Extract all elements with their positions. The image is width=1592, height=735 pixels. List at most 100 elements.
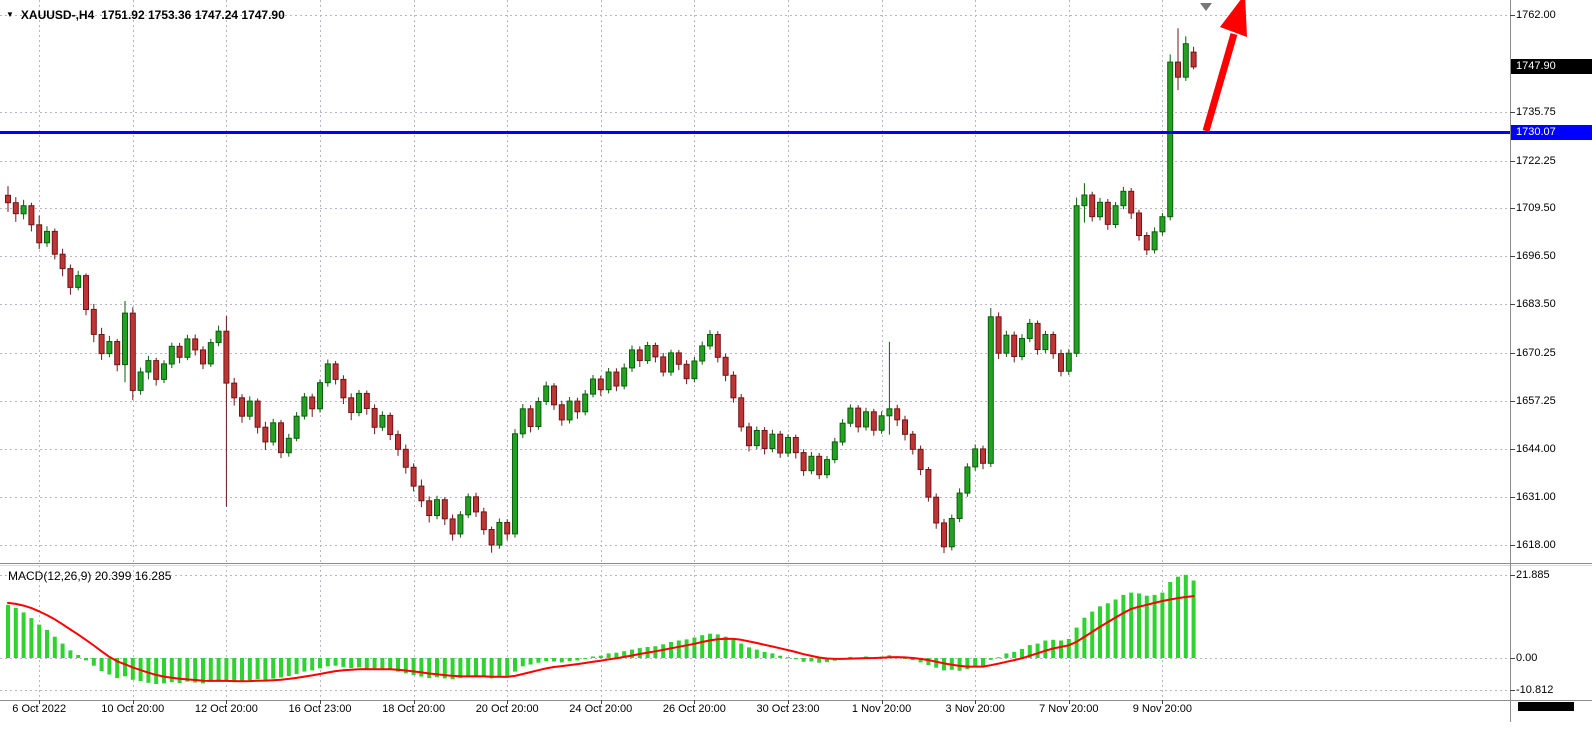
candle <box>831 437 838 464</box>
candle <box>730 371 737 403</box>
candle <box>886 341 893 435</box>
candle <box>1073 197 1080 357</box>
candle <box>309 393 316 417</box>
time-axis-label: 24 Oct 20:00 <box>569 703 633 715</box>
time-axis-label: 12 Oct 20:00 <box>194 703 258 715</box>
candle <box>582 390 589 416</box>
time-axis-label: 26 Oct 20:00 <box>662 703 726 715</box>
macd-axis-label: 21.885 <box>1516 568 1550 581</box>
candle <box>473 492 479 517</box>
candle <box>1050 331 1057 359</box>
candle <box>184 334 191 361</box>
candle <box>402 444 409 474</box>
candle <box>925 467 932 502</box>
trend-arrow[interactable] <box>1202 0 1247 132</box>
candle <box>441 497 448 526</box>
symbol-info: ▼ XAUUSD-,H4 1751.92 1753.36 1747.24 174… <box>6 8 285 22</box>
candle <box>1190 46 1197 70</box>
candle <box>691 356 698 383</box>
candle <box>379 411 386 431</box>
candle <box>785 434 791 457</box>
candle <box>590 375 596 398</box>
candle <box>1159 213 1166 236</box>
time-axis-label: 9 Nov 20:00 <box>1132 703 1193 715</box>
candle <box>1097 197 1103 221</box>
symbol-timeframe-label: XAUUSD-,H4 <box>20 8 95 22</box>
candle <box>129 307 136 400</box>
candle <box>207 338 214 367</box>
candle <box>28 202 35 232</box>
candle <box>200 346 206 370</box>
candle <box>1089 191 1096 222</box>
candle <box>145 355 152 380</box>
price-axis-label: 1683.50 <box>1516 297 1556 310</box>
candle <box>761 427 768 455</box>
price-axis-label: 1762.00 <box>1516 9 1556 21</box>
price-axis-label: 1722.25 <box>1516 155 1556 168</box>
candle <box>75 270 82 291</box>
candle <box>426 496 433 523</box>
candle <box>51 228 58 260</box>
candle <box>870 408 877 436</box>
candle <box>36 215 43 250</box>
candle <box>527 405 534 433</box>
price-axis-label: 1644.00 <box>1516 443 1556 456</box>
macd-histogram <box>6 574 1196 684</box>
candle <box>363 390 370 415</box>
price-axis-label: 1657.25 <box>1516 394 1556 407</box>
candle <box>418 479 425 508</box>
price-axis-label: 1670.25 <box>1516 346 1556 359</box>
candle <box>824 455 830 479</box>
candle <box>239 394 245 423</box>
candle <box>161 360 167 384</box>
candle <box>324 359 331 387</box>
candle <box>816 453 823 480</box>
candle <box>636 346 643 367</box>
candle <box>83 273 89 316</box>
candle <box>1143 232 1150 255</box>
candle <box>246 396 253 420</box>
candle <box>387 412 394 441</box>
candle <box>800 449 807 476</box>
candle <box>956 488 963 523</box>
candle <box>1120 186 1127 210</box>
candle <box>902 415 908 441</box>
candle <box>644 341 651 364</box>
dropdown-triangle-icon[interactable]: ▼ <box>6 10 14 19</box>
candle <box>270 418 277 446</box>
candle <box>223 316 230 507</box>
candle <box>995 312 1002 360</box>
candle <box>98 327 105 360</box>
candle <box>1128 188 1135 219</box>
candle <box>434 495 440 520</box>
price-axis-label: 1696.50 <box>1516 250 1556 263</box>
candle <box>987 308 994 467</box>
macd-axis-label: 0.00 <box>1516 652 1538 664</box>
candle <box>777 430 784 458</box>
candles-layer <box>5 28 1197 554</box>
hline-price-label[interactable]: 1730.07 <box>1511 125 1592 141</box>
candle <box>714 331 721 363</box>
time-axis-label: 18 Oct 20:00 <box>382 703 446 715</box>
macd-signal-line <box>7 595 1195 683</box>
candle <box>917 445 924 476</box>
candle <box>293 412 300 442</box>
time-axis-label: 6 Oct 2022 <box>12 703 67 715</box>
time-axis-label: 20 Oct 20:00 <box>475 703 539 715</box>
candle <box>707 330 713 350</box>
candle <box>839 419 846 446</box>
candle <box>512 429 518 538</box>
candle <box>675 349 682 371</box>
candle <box>980 445 986 470</box>
candle <box>722 353 729 382</box>
candle <box>558 400 565 426</box>
candle <box>863 407 869 431</box>
candle <box>395 430 401 456</box>
candle <box>746 422 752 452</box>
candle <box>504 519 511 541</box>
h-scrollbar-thumb[interactable] <box>1518 702 1574 711</box>
candle <box>909 430 916 455</box>
